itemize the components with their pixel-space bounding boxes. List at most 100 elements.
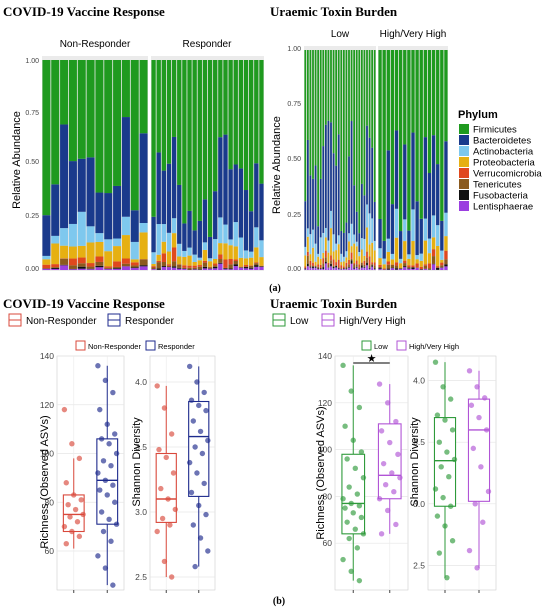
bar-segment-fusobacteria — [431, 263, 436, 265]
bar-segment-verrucomicrobia — [207, 266, 213, 268]
bar-segment-bacteroidetes — [335, 165, 338, 244]
bar-segment-verrucomicrobia — [322, 258, 325, 264]
bar-segment-tenericutes — [95, 261, 104, 266]
data-point — [192, 563, 198, 570]
tick-label-a-right-3: 0.75 — [287, 101, 301, 108]
bar-segment-tenericutes — [77, 263, 86, 267]
bar-segment-tenericutes — [60, 258, 69, 265]
data-point — [358, 449, 365, 455]
bar-segment-firmicutes — [368, 50, 371, 138]
bar-segment-proteobacteria — [254, 247, 259, 263]
bar-segment-proteobacteria — [233, 246, 238, 260]
bar-segment-bacteroidetes — [360, 183, 363, 239]
bar-segment-verrucomicrobia — [86, 263, 95, 267]
bar-segment-proteobacteria — [218, 243, 223, 255]
bar-segment-bacteroidetes — [350, 121, 353, 224]
bar-segment-proteobacteria — [161, 241, 167, 254]
bar-segment-fusobacteria — [218, 262, 223, 264]
bar-segment-bacteroidetes — [403, 144, 407, 220]
bar-segment-verrucomicrobia — [113, 261, 122, 267]
bar-segment-tenericutes — [86, 266, 95, 269]
bar-segment-tenericutes — [353, 264, 356, 268]
bar-segment-actinobacteria — [358, 251, 361, 257]
data-point — [387, 439, 393, 446]
data-point — [161, 405, 168, 411]
data-point — [350, 437, 356, 443]
bar-segment-firmicutes — [166, 60, 172, 164]
bar-segment-lentisphaerae — [312, 268, 314, 270]
bar-segment-actinobacteria — [309, 234, 312, 255]
bar-segment-lentisphaerae — [228, 269, 233, 270]
bar-segment-proteobacteria — [330, 228, 332, 256]
bar-segment-tenericutes — [332, 265, 335, 268]
bar-segment-bacteroidetes — [151, 216, 156, 253]
data-point — [474, 565, 480, 571]
bar-segment-lentisphaerae — [113, 268, 122, 270]
legend-toxin: Low High/Very High — [272, 313, 406, 327]
bar-segment-tenericutes — [238, 266, 244, 268]
bar-segment-firmicutes — [411, 50, 415, 133]
bar-segment-verrucomicrobia — [340, 265, 343, 269]
bar-segment-firmicutes — [440, 50, 444, 221]
bar-segment-bacteroidetes — [309, 175, 312, 235]
bar-segment-actinobacteria — [350, 223, 353, 247]
bar-segment-verrucomicrobia — [342, 266, 345, 269]
bar-segment-firmicutes — [337, 50, 340, 135]
bar-segment-tenericutes — [51, 267, 60, 268]
bar-segment-firmicutes — [403, 50, 407, 145]
bar-segment-proteobacteria — [238, 257, 244, 267]
bar-segment-fusobacteria — [337, 267, 340, 269]
bar-segment-proteobacteria — [358, 256, 361, 265]
bar-segment-proteobacteria — [243, 258, 249, 266]
bar-segment-fusobacteria — [171, 266, 177, 268]
bar-segment-fusobacteria — [60, 264, 69, 266]
bar-segment-actinobacteria — [366, 204, 368, 228]
inner-legend-label-high: High/Very High — [409, 342, 459, 351]
data-point — [102, 477, 109, 484]
bar-segment-actinobacteria — [121, 216, 130, 236]
bar-segment-proteobacteria — [156, 254, 161, 261]
data-point — [74, 519, 81, 525]
panel-b-left-title: COVID-19 Vaccine Response — [3, 296, 165, 311]
bar-segment-verrucomicrobia — [444, 250, 448, 260]
bar-segment-lentisphaerae — [248, 268, 254, 270]
bar-segment-proteobacteria — [77, 245, 86, 258]
bar-segment-proteobacteria — [360, 249, 363, 263]
bar-segment-tenericutes — [444, 259, 448, 265]
bar-segment-verrucomicrobia — [95, 256, 104, 262]
data-point — [199, 450, 206, 457]
bar-segment-firmicutes — [228, 60, 233, 170]
bar-segment-tenericutes — [407, 267, 411, 269]
bar-segment-bacteroidetes — [42, 215, 51, 256]
bar-segment-proteobacteria — [345, 257, 348, 263]
bar-segment-firmicutes — [378, 50, 382, 219]
bar-segment-lentisphaerae — [306, 266, 309, 270]
data-point — [352, 526, 358, 532]
inner-legend-label-non-responder: Non-Responder — [88, 342, 141, 351]
data-point — [472, 501, 478, 507]
bar-segment-tenericutes — [121, 263, 130, 267]
bar-segment-proteobacteria — [304, 255, 307, 267]
bar-segment-tenericutes — [228, 264, 233, 269]
tick-label: 140 — [40, 351, 54, 361]
bar-segment-fusobacteria — [386, 268, 390, 270]
bar-segment-fusobacteria — [312, 266, 314, 269]
bar-segment-fusobacteria — [95, 265, 104, 268]
bar-segment-tenericutes — [373, 265, 376, 269]
bar-segment-firmicutes — [238, 60, 244, 169]
facet-strip-responder — [151, 32, 264, 54]
bar-segment-lentisphaerae — [86, 269, 95, 270]
bar-segment-lentisphaerae — [202, 268, 208, 270]
panel-b-caption: (b) — [273, 596, 285, 607]
bar-segment-proteobacteria — [86, 242, 95, 264]
y-axis-label-shannon-vaccine: Shannon Diversity — [131, 417, 143, 507]
bar-segment-lentisphaerae — [130, 268, 139, 270]
bar-segment-bacteroidetes — [324, 124, 327, 228]
bar-segment-bacteroidetes — [340, 230, 343, 254]
bar-segment-bacteroidetes — [366, 125, 368, 205]
bar-segment-actinobacteria — [182, 250, 187, 257]
bar-segment-firmicutes — [314, 50, 317, 166]
bar-segment-proteobacteria — [368, 244, 371, 257]
bar-segment-tenericutes — [68, 265, 77, 269]
bar-segment-proteobacteria — [348, 241, 350, 260]
